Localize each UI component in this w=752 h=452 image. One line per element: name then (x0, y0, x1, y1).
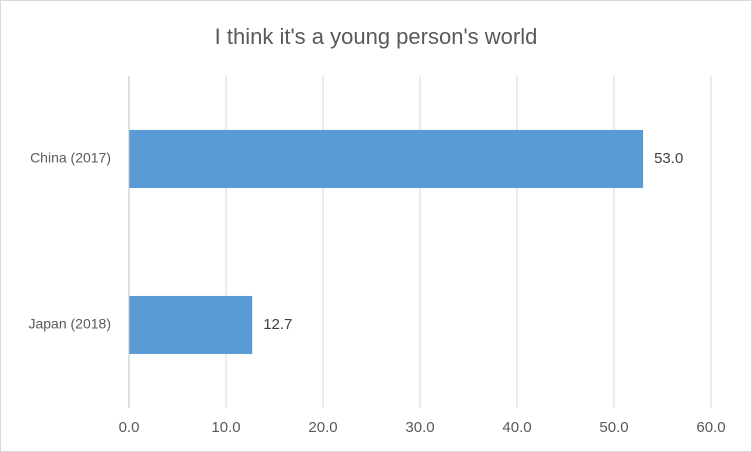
bar (129, 295, 253, 355)
value-label: 53.0 (654, 150, 683, 167)
bar (129, 129, 644, 189)
x-tick-label: 50.0 (599, 419, 628, 436)
y-tick-label: China (2017) (30, 150, 111, 166)
chart-title: I think it's a young person's world (215, 24, 538, 49)
x-tick-label: 0.0 (119, 419, 140, 436)
x-tick-label: 10.0 (211, 419, 240, 436)
x-tick-label: 60.0 (696, 419, 725, 436)
value-label: 12.7 (263, 316, 292, 333)
y-tick-label: Japan (2018) (28, 316, 111, 332)
x-tick-label: 20.0 (308, 419, 337, 436)
x-tick-label: 40.0 (502, 419, 531, 436)
x-tick-label: 30.0 (405, 419, 434, 436)
